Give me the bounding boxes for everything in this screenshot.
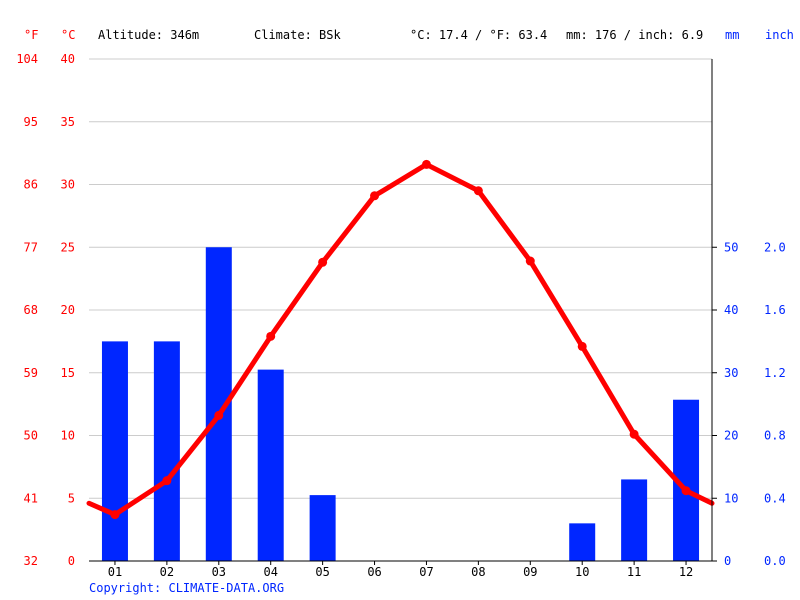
y-tick-label-mm: 50	[724, 240, 738, 254]
y-tick-label-c: 25	[61, 240, 75, 254]
x-tick-label: 06	[367, 565, 381, 579]
precipitation-bars	[101, 247, 700, 561]
temperature-point	[110, 510, 120, 520]
copyright-label: Copyright: CLIMATE-DATA.ORG	[89, 581, 284, 595]
y-tick-label-f: 77	[24, 240, 38, 254]
precipitation-bar	[621, 479, 648, 561]
x-tick-label: 01	[108, 565, 122, 579]
precipitation-bar	[569, 523, 596, 561]
y-tick-label-f: 32	[24, 554, 38, 568]
unit-celsius-label: °C	[61, 28, 75, 42]
temperature-point	[162, 476, 172, 486]
y-tick-label-mm: 0	[724, 554, 731, 568]
y-tick-label-inch: 1.2	[764, 366, 786, 380]
y-tick-label-f: 86	[24, 178, 38, 192]
x-tick-label: 03	[212, 565, 226, 579]
grid-lines	[89, 58, 712, 562]
y-tick-label-inch: 0.8	[764, 429, 786, 443]
y-tick-label-f: 50	[24, 429, 38, 443]
x-tick-label: 08	[471, 565, 485, 579]
precipitation-bar	[153, 341, 180, 561]
temperature-point	[370, 191, 380, 201]
y-tick-label-inch: 1.6	[764, 303, 786, 317]
x-tick-label: 07	[419, 565, 433, 579]
x-tick-label: 10	[575, 565, 589, 579]
y-tick-label-f: 59	[24, 366, 38, 380]
y-tick-label-f: 104	[16, 52, 38, 66]
y-tick-label-c: 40	[61, 52, 75, 66]
y-tick-label-c: 5	[68, 491, 75, 505]
y-tick-label-f: 41	[24, 491, 38, 505]
axes	[89, 59, 717, 565]
temperature-point	[629, 429, 639, 439]
x-tick-label: 11	[627, 565, 641, 579]
precipitation-bar	[101, 341, 128, 561]
altitude-label: Altitude: 346m	[98, 28, 199, 42]
unit-mm-label: mm	[725, 28, 739, 42]
y-tick-label-mm: 40	[724, 303, 738, 317]
y-tick-label-mm: 20	[724, 429, 738, 443]
y-tick-label-c: 10	[61, 429, 75, 443]
x-tick-label: 12	[679, 565, 693, 579]
x-tick-label: 09	[523, 565, 537, 579]
y-tick-label-inch: 0.0	[764, 554, 786, 568]
y-tick-label-f: 68	[24, 303, 38, 317]
precipitation-bar	[309, 495, 336, 561]
temperature-point	[525, 256, 535, 266]
temperature-point	[266, 331, 276, 341]
y-tick-label-c: 35	[61, 115, 75, 129]
y-tick-label-f: 95	[24, 115, 38, 129]
temperature-series-line	[86, 161, 715, 518]
temperature-point	[214, 410, 224, 420]
x-tick-label: 05	[315, 565, 329, 579]
y-tick-label-inch: 0.4	[764, 491, 786, 505]
precipitation-bar	[257, 369, 284, 561]
temperature-point	[473, 186, 483, 196]
precipitation-summary: mm: 176 / inch: 6.9	[566, 28, 703, 42]
temperature-point	[318, 257, 328, 267]
temperature-point	[421, 159, 431, 169]
y-tick-label-inch: 2.0	[764, 240, 786, 254]
unit-fahrenheit-label: °F	[24, 28, 38, 42]
y-tick-label-mm: 30	[724, 366, 738, 380]
climate-label: Climate: BSk	[254, 28, 341, 42]
temperature-summary: °C: 17.4 / °F: 63.4	[410, 28, 547, 42]
temperature-point	[681, 486, 691, 496]
x-tick-label: 04	[263, 565, 277, 579]
temperature-line	[86, 159, 715, 520]
x-tick-label: 02	[160, 565, 174, 579]
y-tick-label-c: 30	[61, 178, 75, 192]
y-tick-label-c: 15	[61, 366, 75, 380]
y-tick-label-c: 0	[68, 554, 75, 568]
temperature-point	[577, 341, 587, 351]
tick-labels: 3241505968778695104051015202530354001020…	[16, 52, 785, 579]
y-tick-label-mm: 10	[724, 491, 738, 505]
y-tick-label-c: 20	[61, 303, 75, 317]
unit-inch-label: inch	[765, 28, 794, 42]
